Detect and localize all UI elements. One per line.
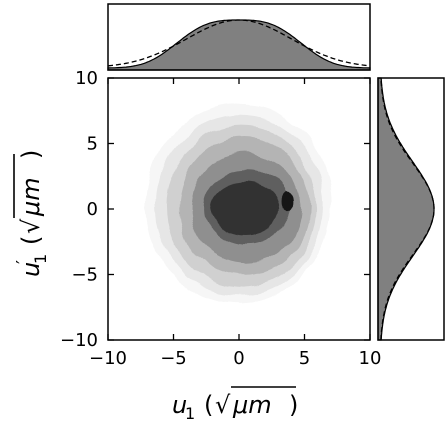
svg-text:μm: μm xyxy=(232,391,272,419)
contour-level-7 xyxy=(211,181,280,237)
svg-text:√: √ xyxy=(215,391,231,419)
x-tick-label: −5 xyxy=(160,348,187,369)
marginal-x-curves xyxy=(107,19,371,71)
main-tick-labels: −10 −5 0 5 10 −10 −5 0 5 10 xyxy=(60,68,381,369)
svg-text:u: u xyxy=(172,391,187,419)
y-tick-label: 5 xyxy=(87,134,98,155)
y-tick-label: −5 xyxy=(71,265,98,286)
svg-text:1: 1 xyxy=(31,254,50,264)
marginal-y-frame xyxy=(377,77,445,341)
y-axis-label: u ′ 1 ( √ μm ) xyxy=(13,150,50,277)
x-tick-label: −10 xyxy=(89,348,127,369)
svg-text:√: √ xyxy=(17,218,45,234)
marginal-x-panel xyxy=(107,3,371,71)
marginal-y-panel xyxy=(377,77,445,341)
marginal-y-filled-series xyxy=(377,77,435,341)
marginal-x-frame xyxy=(107,3,371,71)
svg-text:(: ( xyxy=(204,391,213,419)
y-tick-label: 0 xyxy=(87,199,98,220)
y-tick-label: −10 xyxy=(60,330,98,351)
svg-text:μm: μm xyxy=(17,177,45,217)
main-ticks xyxy=(107,77,371,341)
svg-text:): ) xyxy=(17,150,45,159)
marginal-x-filled-series xyxy=(107,19,371,71)
contour-layer xyxy=(145,104,333,304)
contour-level-8 xyxy=(281,192,294,210)
marginal-x-dashed-series xyxy=(107,19,371,67)
x-axis-label: u 1 ( √ μm ) xyxy=(172,386,298,421)
svg-text:u: u xyxy=(17,262,45,277)
marginal-y-dashed-series xyxy=(380,77,435,341)
svg-text:(: ( xyxy=(17,236,45,245)
svg-text:′: ′ xyxy=(13,260,34,264)
x-tick-label: 10 xyxy=(359,348,382,369)
svg-text:1: 1 xyxy=(185,404,195,421)
x-tick-label: 0 xyxy=(233,348,244,369)
x-tick-label: 5 xyxy=(299,348,310,369)
svg-text:): ) xyxy=(289,391,298,419)
joint-density-panel: −10 −5 0 5 10 −10 −5 0 5 10 xyxy=(60,68,381,369)
y-tick-label: 10 xyxy=(75,68,98,89)
marginal-y-curves xyxy=(377,77,435,341)
